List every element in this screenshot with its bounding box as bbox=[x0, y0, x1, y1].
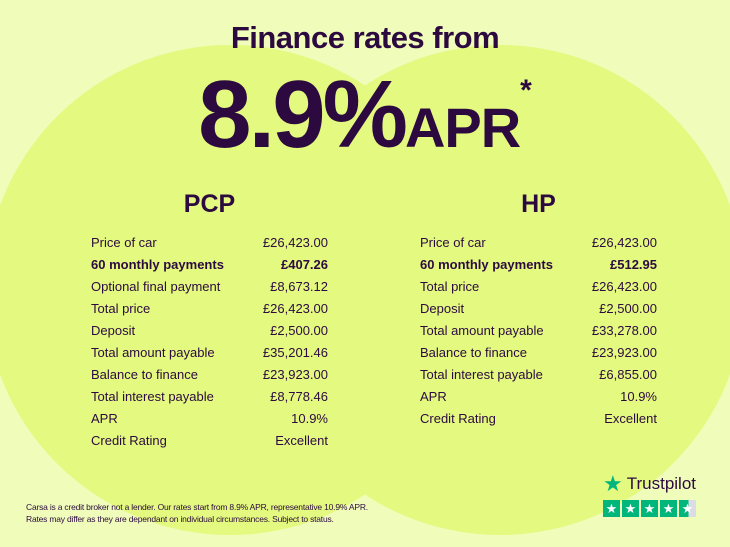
hp-row: Total interest payable £6,855.00 bbox=[420, 364, 657, 386]
pcp-row: Balance to finance £23,923.00 bbox=[91, 364, 328, 386]
row-label: 60 monthly payments bbox=[420, 257, 553, 272]
row-label: Optional final payment bbox=[91, 279, 221, 294]
row-label: Total interest payable bbox=[91, 389, 214, 404]
row-label: APR bbox=[420, 389, 447, 404]
row-value: £23,923.00 bbox=[262, 367, 328, 382]
pcp-heading: PCP bbox=[183, 190, 236, 218]
row-label: Balance to finance bbox=[420, 345, 527, 360]
disclaimer-line-2: Rates may differ as they are dependant o… bbox=[26, 514, 334, 524]
row-value: 10.9% bbox=[291, 411, 328, 426]
row-label: Total interest payable bbox=[420, 367, 543, 382]
pcp-row: APR 10.9% bbox=[91, 408, 328, 430]
star-icon: ★ bbox=[603, 471, 623, 496]
star-icon: ★ bbox=[660, 500, 677, 517]
row-value: £512.95 bbox=[610, 257, 657, 272]
row-value: £8,673.12 bbox=[270, 279, 328, 294]
row-label: Total price bbox=[91, 301, 151, 316]
row-label: Credit Rating bbox=[420, 411, 496, 426]
pcp-row: Total price £26,423.00 bbox=[91, 298, 328, 320]
row-value: £407.26 bbox=[281, 257, 328, 272]
page-title: Finance rates from bbox=[230, 20, 500, 55]
row-value: £35,201.46 bbox=[262, 345, 328, 360]
decorative-circle-right bbox=[255, 45, 730, 535]
row-value: £26,423.00 bbox=[591, 235, 657, 250]
row-label: Balance to finance bbox=[91, 367, 198, 382]
hp-row: APR 10.9% bbox=[420, 386, 657, 408]
row-value: Excellent bbox=[275, 433, 328, 448]
row-value: £8,778.46 bbox=[270, 389, 328, 404]
disclaimer-line-1: Carsa is a credit broker not a lender. O… bbox=[26, 502, 368, 512]
row-label: 60 monthly payments bbox=[91, 257, 224, 272]
row-label: Total price bbox=[420, 279, 480, 294]
row-value: £26,423.00 bbox=[591, 279, 657, 294]
row-label: APR bbox=[91, 411, 118, 426]
row-label: Credit Rating bbox=[91, 433, 167, 448]
row-label: Price of car bbox=[420, 235, 486, 250]
pcp-row: Price of car £26,423.00 bbox=[91, 232, 328, 254]
row-value: Excellent bbox=[604, 411, 657, 426]
hp-row: 60 monthly payments £512.95 bbox=[420, 254, 657, 276]
hp-heading: HP bbox=[521, 190, 556, 218]
pcp-row: Total amount payable £35,201.46 bbox=[91, 342, 328, 364]
row-value: £33,278.00 bbox=[591, 323, 657, 338]
row-label: Total amount payable bbox=[420, 323, 544, 338]
row-label: Deposit bbox=[91, 323, 136, 338]
pcp-row: Optional final payment £8,673.12 bbox=[91, 276, 328, 298]
row-label: Deposit bbox=[420, 301, 465, 316]
headline-rate: 8.9%APR* bbox=[0, 60, 730, 170]
headline-apr: APR bbox=[404, 96, 521, 159]
star-icon: ★ bbox=[622, 500, 639, 517]
hp-row: Price of car £26,423.00 bbox=[420, 232, 657, 254]
pcp-row: Total interest payable £8,778.46 bbox=[91, 386, 328, 408]
hp-row: Total amount payable £33,278.00 bbox=[420, 320, 657, 342]
headline-rate-value: 8.9% bbox=[198, 61, 408, 168]
pcp-table: PCP Price of car £26,423.00 60 monthly pay… bbox=[91, 190, 328, 452]
star-icon: ★ bbox=[641, 500, 658, 517]
trustpilot-rating-stars: ★ ★ ★ ★ ★ bbox=[603, 500, 696, 517]
row-value: £23,923.00 bbox=[591, 345, 657, 360]
row-value: £6,855.00 bbox=[599, 367, 657, 382]
pcp-row: Credit Rating Excellent bbox=[91, 430, 328, 452]
hp-row: Deposit £2,500.00 bbox=[420, 298, 657, 320]
row-value: 10.9% bbox=[620, 389, 657, 404]
headline-asterisk: * bbox=[520, 74, 532, 107]
half-star-icon: ★ bbox=[679, 500, 696, 517]
row-label: Price of car bbox=[91, 235, 157, 250]
pcp-row: Deposit £2,500.00 bbox=[91, 320, 328, 342]
hp-row: Credit Rating Excellent bbox=[420, 408, 657, 430]
star-icon: ★ bbox=[603, 500, 620, 517]
row-value: £26,423.00 bbox=[262, 235, 328, 250]
row-label: Total amount payable bbox=[91, 345, 215, 360]
row-value: £2,500.00 bbox=[270, 323, 328, 338]
row-value: £2,500.00 bbox=[599, 301, 657, 316]
hp-table: HP Price of car £26,423.00 60 monthly paym… bbox=[420, 190, 657, 430]
hp-row: Balance to finance £23,923.00 bbox=[420, 342, 657, 364]
row-value: £26,423.00 bbox=[262, 301, 328, 316]
pcp-row: 60 monthly payments £407.26 bbox=[91, 254, 328, 276]
trustpilot-logo-text: Trustpilot bbox=[626, 474, 697, 493]
disclaimer: Carsa is a credit broker not a lender. O… bbox=[26, 501, 406, 525]
hp-row: Total price £26,423.00 bbox=[420, 276, 657, 298]
trustpilot-badge: ★ Trustpilot ★ ★ ★ ★ ★ bbox=[603, 471, 697, 517]
